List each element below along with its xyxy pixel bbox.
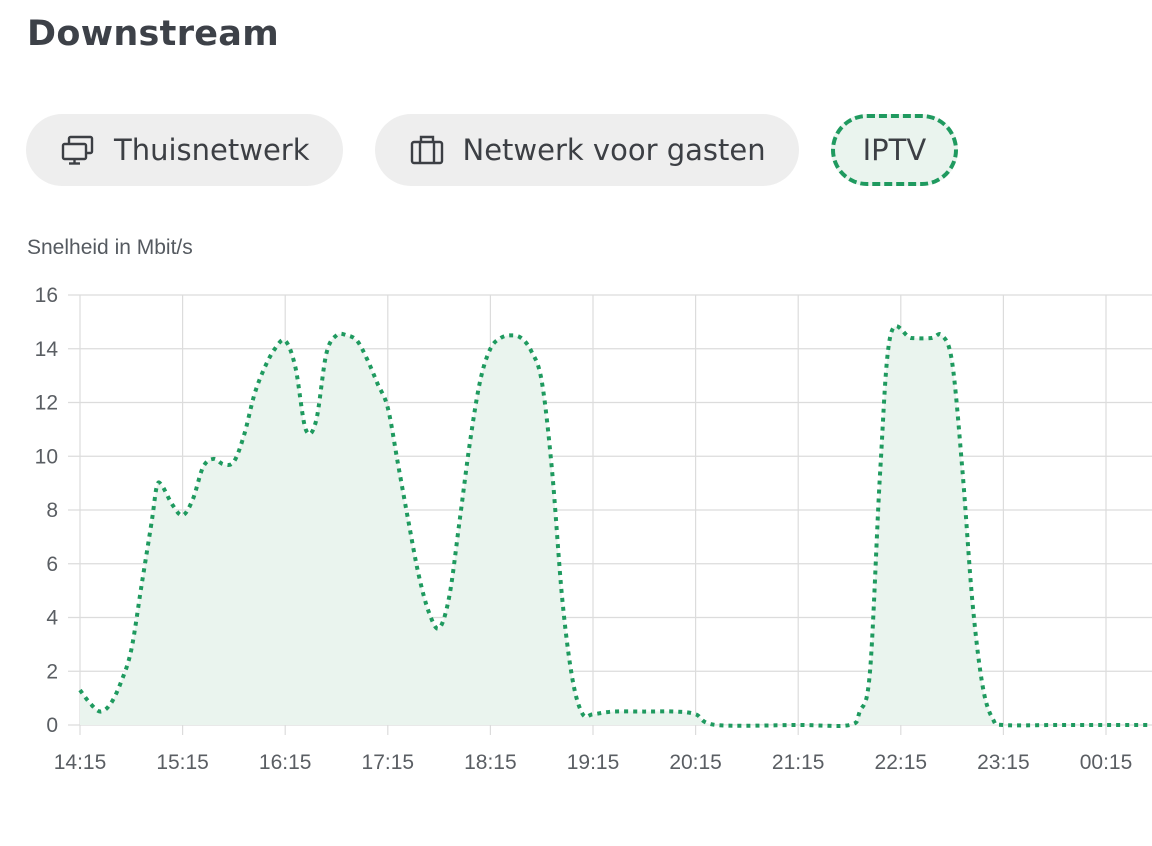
y-tick-label: 14 <box>35 338 59 361</box>
suitcase-icon <box>409 132 445 168</box>
y-tick-label: 16 <box>35 284 58 307</box>
downstream-chart: 0 2 4 6 8 10 12 14 16 14:15 15:15 16:15 17:15 18:15 19… <box>35 284 1152 774</box>
y-tick-label: 2 <box>46 660 58 683</box>
y-tick-label: 0 <box>46 714 58 737</box>
monitor-icon <box>60 132 96 168</box>
page-title: Downstream <box>27 14 279 54</box>
y-tick-label: 12 <box>35 392 58 415</box>
series-area <box>80 326 1152 726</box>
tab-thuisnetwerk[interactable]: Thuisnetwerk <box>26 114 343 186</box>
y-axis-label: Snelheid in Mbit/s <box>27 236 193 259</box>
tick-layer: 0 2 4 6 8 10 12 14 16 14:15 15:15 16:15 17:15 18:15 19… <box>35 284 1133 774</box>
y-tick-label: 6 <box>46 553 58 576</box>
x-tick-label: 20:15 <box>669 751 722 774</box>
x-tick-label: 22:15 <box>875 751 928 774</box>
tab-label: Thuisnetwerk <box>114 133 310 167</box>
area-layer <box>78 324 1152 728</box>
tab-label: IPTV <box>862 133 927 167</box>
y-tick-label: 8 <box>46 499 58 522</box>
x-tick-label: 14:15 <box>54 751 107 774</box>
x-tick-label: 23:15 <box>977 751 1030 774</box>
x-tick-label: 00:15 <box>1080 751 1133 774</box>
x-tick-label: 15:15 <box>156 751 209 774</box>
x-tick-label: 19:15 <box>567 751 620 774</box>
x-tick-label: 16:15 <box>259 751 312 774</box>
tab-netwerk-voor-gasten[interactable]: Netwerk voor gasten <box>374 114 799 186</box>
x-tick-label: 17:15 <box>362 751 415 774</box>
tab-label: Netwerk voor gasten <box>462 133 766 167</box>
y-tick-label: 10 <box>35 445 58 468</box>
series-line <box>78 324 1152 728</box>
tab-iptv[interactable]: IPTV <box>830 114 959 186</box>
network-tabs: Thuisnetwerk Netwerk voor gasten IPTV <box>26 114 959 186</box>
x-tick-label: 21:15 <box>772 751 825 774</box>
y-tick-label: 4 <box>46 607 58 630</box>
x-tick-label: 18:15 <box>464 751 517 774</box>
